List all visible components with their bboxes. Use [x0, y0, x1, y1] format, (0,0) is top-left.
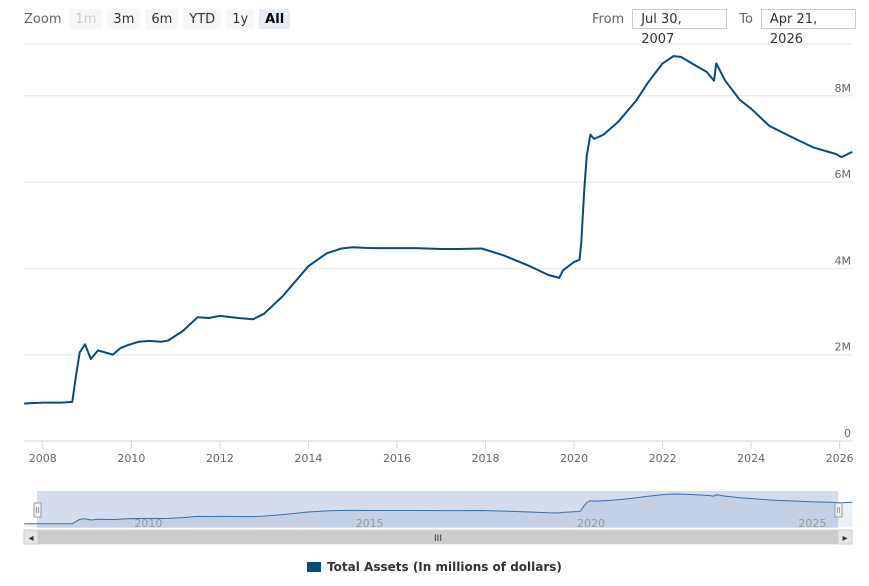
x-tick-label: 2008: [29, 452, 57, 465]
zoom-controls: Zoom 1m 3m 6m YTD 1y All: [24, 8, 295, 30]
navigator-area: [24, 494, 853, 527]
y-tick-label: 4M: [835, 254, 852, 267]
scroll-right-button[interactable]: [837, 529, 853, 545]
zoom-6m-button[interactable]: 6m: [145, 9, 179, 29]
zoom-ytd-button[interactable]: YTD: [183, 9, 222, 29]
grid: [24, 43, 853, 442]
x-tick-label: 2022: [649, 452, 677, 465]
scrollbar[interactable]: ◂ III ▸: [23, 529, 853, 545]
navigator-right-handle[interactable]: [834, 502, 843, 518]
scrollbar-thumb[interactable]: [38, 530, 838, 544]
navigator-labels: 2010 2015 2020 2025: [134, 517, 826, 530]
date-range: From Jul 30, 2007 To Apr 21, 2026: [592, 8, 856, 47]
navigator-tick-label: 2025: [798, 517, 826, 530]
x-tick-label: 2024: [737, 452, 765, 465]
y-tick-label: 2M: [835, 341, 852, 354]
navigator[interactable]: 2010 2015 2020 2025: [24, 491, 853, 530]
legend-label: Total Assets (In millions of dollars): [327, 560, 562, 574]
x-tick-label: 2014: [294, 452, 322, 465]
y-axis: 0 2M 4M 6M 8M: [835, 82, 852, 440]
x-tick-label: 2012: [206, 452, 234, 465]
series-line[interactable]: [24, 55, 853, 405]
legend[interactable]: Total Assets (In millions of dollars): [0, 560, 869, 574]
to-label: To: [739, 11, 753, 27]
navigator-tick-label: 2015: [356, 517, 384, 530]
from-date-input[interactable]: Jul 30, 2007: [632, 9, 728, 47]
zoom-all-button[interactable]: All: [259, 9, 291, 29]
scrollbar-grip-icon: III: [434, 534, 442, 544]
x-tick-label: 2026: [826, 452, 854, 465]
navigator-left-handle[interactable]: [33, 502, 42, 518]
from-label: From: [592, 11, 625, 27]
x-tick-label: 2016: [383, 452, 411, 465]
zoom-1y-button[interactable]: 1y: [226, 9, 255, 29]
y-tick-label: 6M: [835, 168, 852, 181]
scroll-left-arrow-icon: ◂: [28, 533, 33, 544]
y-tick-label: 8M: [835, 82, 852, 95]
navigator-line: [24, 493, 853, 525]
navigator-series: [24, 493, 853, 527]
x-tick-label: 2020: [560, 452, 588, 465]
navigator-tick-label: 2010: [134, 517, 162, 530]
legend-swatch: [307, 562, 322, 572]
zoom-1m-button[interactable]: 1m: [69, 9, 103, 29]
x-axis: 2008 2010 2012 2014 2016 2018 2020 2022 2024 2026: [29, 441, 854, 465]
navigator-tick-label: 2020: [577, 517, 605, 530]
series: [24, 55, 853, 405]
x-tick-label: 2018: [471, 452, 499, 465]
y-tick-label: 0: [844, 427, 851, 440]
x-tick-label: 2010: [117, 452, 145, 465]
zoom-3m-button[interactable]: 3m: [107, 9, 141, 29]
navigator-selection[interactable]: [37, 491, 838, 528]
to-date-input[interactable]: Apr 21, 2026: [760, 9, 856, 47]
scroll-right-arrow-icon: ▸: [842, 533, 847, 544]
zoom-label: Zoom: [24, 11, 62, 27]
